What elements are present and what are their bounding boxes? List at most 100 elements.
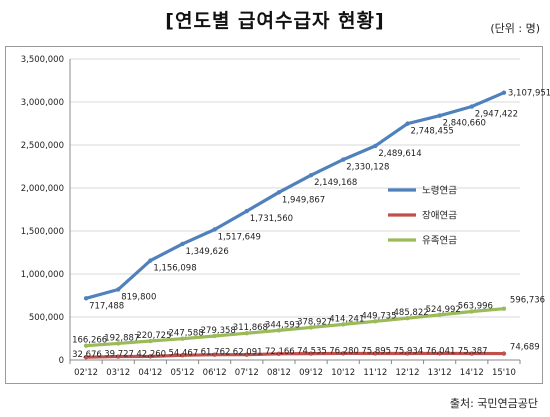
data-label: 596,736 [510,296,545,306]
data-point [180,353,185,358]
data-label: 247,588 [169,329,204,339]
data-point [308,351,314,356]
data-point [437,312,442,318]
data-point [276,190,282,195]
data-label: 563,996 [458,301,493,311]
x-tick-label: 11'12 [363,368,387,378]
data-point [501,351,507,356]
data-point [341,322,346,327]
data-label: 192,887 [104,333,139,343]
data-label: 2,149,168 [314,178,357,188]
data-point [244,330,249,336]
data-point [212,227,217,232]
data-point [276,328,282,333]
data-point [180,336,185,341]
x-tick-label: 04'12 [138,368,162,378]
data-point [437,351,442,356]
data-label: 72,166 [265,347,295,357]
x-tick-label: 13'12 [428,368,452,378]
data-point [148,354,153,359]
y-tick-label: 1,000,000 [21,270,64,280]
data-point [373,351,378,356]
data-label: 1,517,649 [218,232,261,242]
legend-label: 유족연금 [422,236,457,247]
data-point [116,354,121,359]
data-point [148,338,153,344]
data-point [83,343,89,348]
data-point [501,306,507,311]
data-label: 32,676 [72,350,102,360]
source-label: 출처: 국민연금공단 [449,397,538,410]
data-label: 1,156,098 [153,264,196,274]
data-label: 2,330,128 [346,163,389,173]
data-label: 485,822 [394,308,429,318]
data-point [276,351,282,356]
data-point [341,157,346,162]
y-tick-label: 3,000,000 [21,98,64,108]
data-label: 524,992 [426,305,461,315]
data-label: 42,260 [136,349,166,359]
data-label: 2,840,660 [443,119,486,129]
y-tick-label: 0 [59,356,64,366]
data-point [437,113,442,118]
data-point [308,325,314,330]
data-label: 75,895 [361,346,391,356]
data-point [405,121,410,126]
data-label: 1,731,560 [250,214,293,224]
data-label: 74,535 [297,347,327,357]
data-label: 76,280 [329,346,359,356]
data-point [308,172,314,178]
y-tick-label: 1,500,000 [21,227,64,237]
data-point [83,296,89,301]
data-label: 378,927 [297,317,332,327]
data-point [116,341,121,346]
data-point [83,354,89,360]
x-tick-label: 14'12 [460,368,484,378]
x-tick-label: 10'12 [331,368,355,378]
data-label: 2,489,614 [378,149,421,159]
data-point [469,351,474,356]
series-line [86,351,504,359]
data-label: 819,800 [121,292,156,302]
data-point [373,143,378,149]
data-label: 1,949,867 [282,195,325,205]
data-point [212,333,217,339]
data-label: 1,349,626 [186,247,229,257]
x-tick-label: 12'12 [396,368,420,378]
data-label: 449,735 [361,311,396,321]
data-label: 3,107,951 [508,89,550,99]
y-tick-label: 2,500,000 [21,141,64,151]
data-point [148,258,153,263]
data-point [501,90,507,95]
data-label: 76,041 [426,346,456,356]
data-label: 220,725 [136,331,171,341]
data-label: 717,488 [89,301,124,311]
x-tick-label: 08'12 [267,368,291,378]
data-label: 2,947,422 [475,110,518,120]
data-label: 414,241 [329,314,364,324]
x-tick-label: 05'12 [171,368,195,378]
data-point [405,351,410,356]
legend-label: 장애연금 [422,211,457,222]
series-line [85,91,505,300]
data-label: 74,689 [510,343,540,353]
chart-frame [5,46,543,384]
data-point [116,287,121,292]
x-tick-label: 03'12 [106,368,130,378]
data-label: 75,934 [394,346,424,356]
data-point [405,316,410,321]
y-tick-label: 500,000 [29,313,64,323]
data-label: 166,266 [72,336,107,346]
data-point [212,352,217,357]
data-label: 54,467 [169,348,199,358]
data-label: 62,091 [233,348,263,358]
data-label: 2,748,455 [411,127,454,137]
y-tick-label: 2,000,000 [21,184,64,194]
data-label: 61,762 [201,348,231,358]
data-point [341,351,346,356]
data-point [244,208,249,214]
data-label: 75,387 [458,347,488,357]
data-point [469,309,474,314]
x-tick-label: 15'10 [492,368,516,378]
